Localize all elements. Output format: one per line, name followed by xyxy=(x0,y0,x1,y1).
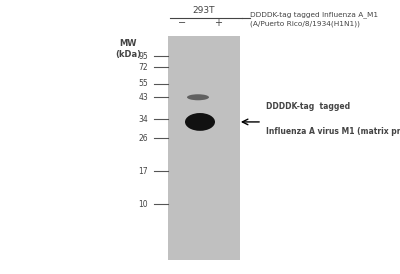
Text: MW: MW xyxy=(119,39,137,48)
Text: 26: 26 xyxy=(138,134,148,143)
Text: 10: 10 xyxy=(138,200,148,209)
Text: −: − xyxy=(178,18,186,28)
Text: Influenza A virus M1 (matrix protein): Influenza A virus M1 (matrix protein) xyxy=(266,127,400,136)
Bar xyxy=(168,36,240,260)
Text: DDDDK-tag  tagged: DDDDK-tag tagged xyxy=(266,102,350,111)
Text: (A/Puerto Rico/8/1934(H1N1)): (A/Puerto Rico/8/1934(H1N1)) xyxy=(250,20,360,27)
Text: 17: 17 xyxy=(138,167,148,176)
Text: 293T: 293T xyxy=(193,7,215,15)
Text: 34: 34 xyxy=(138,115,148,124)
Ellipse shape xyxy=(185,113,215,131)
Text: (kDa): (kDa) xyxy=(115,50,141,59)
Ellipse shape xyxy=(187,94,209,100)
Text: 43: 43 xyxy=(138,93,148,102)
Text: +: + xyxy=(214,18,222,28)
Text: 55: 55 xyxy=(138,79,148,88)
Text: 72: 72 xyxy=(138,63,148,72)
Text: DDDDK-tag tagged Influenza A_M1: DDDDK-tag tagged Influenza A_M1 xyxy=(250,12,378,18)
Text: 95: 95 xyxy=(138,52,148,61)
